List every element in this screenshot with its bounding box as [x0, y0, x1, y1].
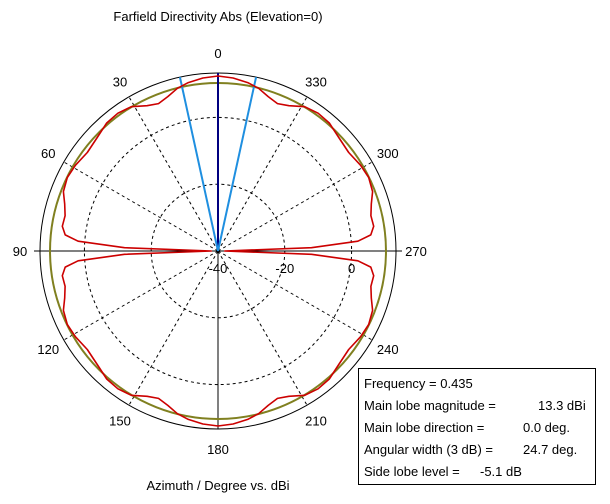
info-main-lobe-magnitude: Main lobe magnitude = 13.3 dBi: [364, 395, 590, 417]
spoke-line-120: [63, 250, 219, 341]
info-frequency: Frequency = 0.435: [364, 373, 590, 395]
pattern-curve-1: [61, 75, 375, 427]
info-side-lobe-level: Side lobe level = -5.1 dB: [364, 461, 590, 483]
beamwidth-line-2: [178, 76, 219, 252]
info-main-lobe-magnitude-label: Main lobe magnitude =: [364, 398, 496, 413]
info-box: Frequency = 0.435 Main lobe magnitude = …: [358, 368, 596, 485]
angle-tick-30: 30: [113, 74, 127, 89]
spoke-line-300: [217, 161, 373, 252]
info-main-lobe-direction-value: 0.0 deg.: [523, 420, 570, 435]
spoke-line-330: [217, 96, 308, 252]
info-side-lobe-level-label: Side lobe level =: [364, 464, 460, 479]
angle-tick-210: 210: [305, 414, 327, 429]
angle-tick-120: 120: [37, 342, 59, 357]
angle-tick-0: 0: [214, 46, 221, 61]
info-side-lobe-level-value: -5.1 dB: [480, 464, 522, 479]
spoke-line-30: [128, 96, 219, 252]
spoke-line-150: [128, 250, 219, 406]
angle-tick-300: 300: [377, 146, 399, 161]
info-angular-width-label: Angular width (3 dB) =: [364, 442, 493, 457]
radial-tick--20: -20: [275, 261, 294, 276]
info-main-lobe-direction-label: Main lobe direction =: [364, 420, 485, 435]
radial-tick-0: 0: [348, 261, 355, 276]
info-main-lobe-direction: Main lobe direction = 0.0 deg.: [364, 417, 590, 439]
spoke-line-60: [63, 161, 219, 252]
tick-labels: 0 30 60 90 120 150 180 210 240 270 300 330 -40 -20 0: [13, 46, 427, 457]
info-frequency-label: Frequency = 0.435: [364, 376, 473, 391]
radial-circle-0: [83, 116, 353, 386]
x-axis-label: Azimuth / Degree vs. dBi: [146, 478, 290, 493]
angle-tick-180: 180: [207, 442, 229, 457]
info-main-lobe-magnitude-value: 13.3 dBi: [538, 398, 586, 413]
angle-tick-60: 60: [41, 146, 55, 161]
angle-tick-150: 150: [109, 414, 131, 429]
angle-tick-90: 90: [13, 244, 27, 259]
info-angular-width: Angular width (3 dB) = 24.7 deg.: [364, 439, 590, 461]
chart-title: Farfield Directivity Abs (Elevation=0): [113, 9, 323, 24]
angle-tick-270: 270: [405, 244, 427, 259]
series-layer: [61, 73, 375, 427]
radial-tick--40: -40: [209, 261, 228, 276]
angle-tick-240: 240: [377, 342, 399, 357]
beamwidth-line-1: [217, 76, 258, 252]
info-angular-width-value: 24.7 deg.: [523, 442, 578, 457]
angle-tick-330: 330: [305, 74, 327, 89]
